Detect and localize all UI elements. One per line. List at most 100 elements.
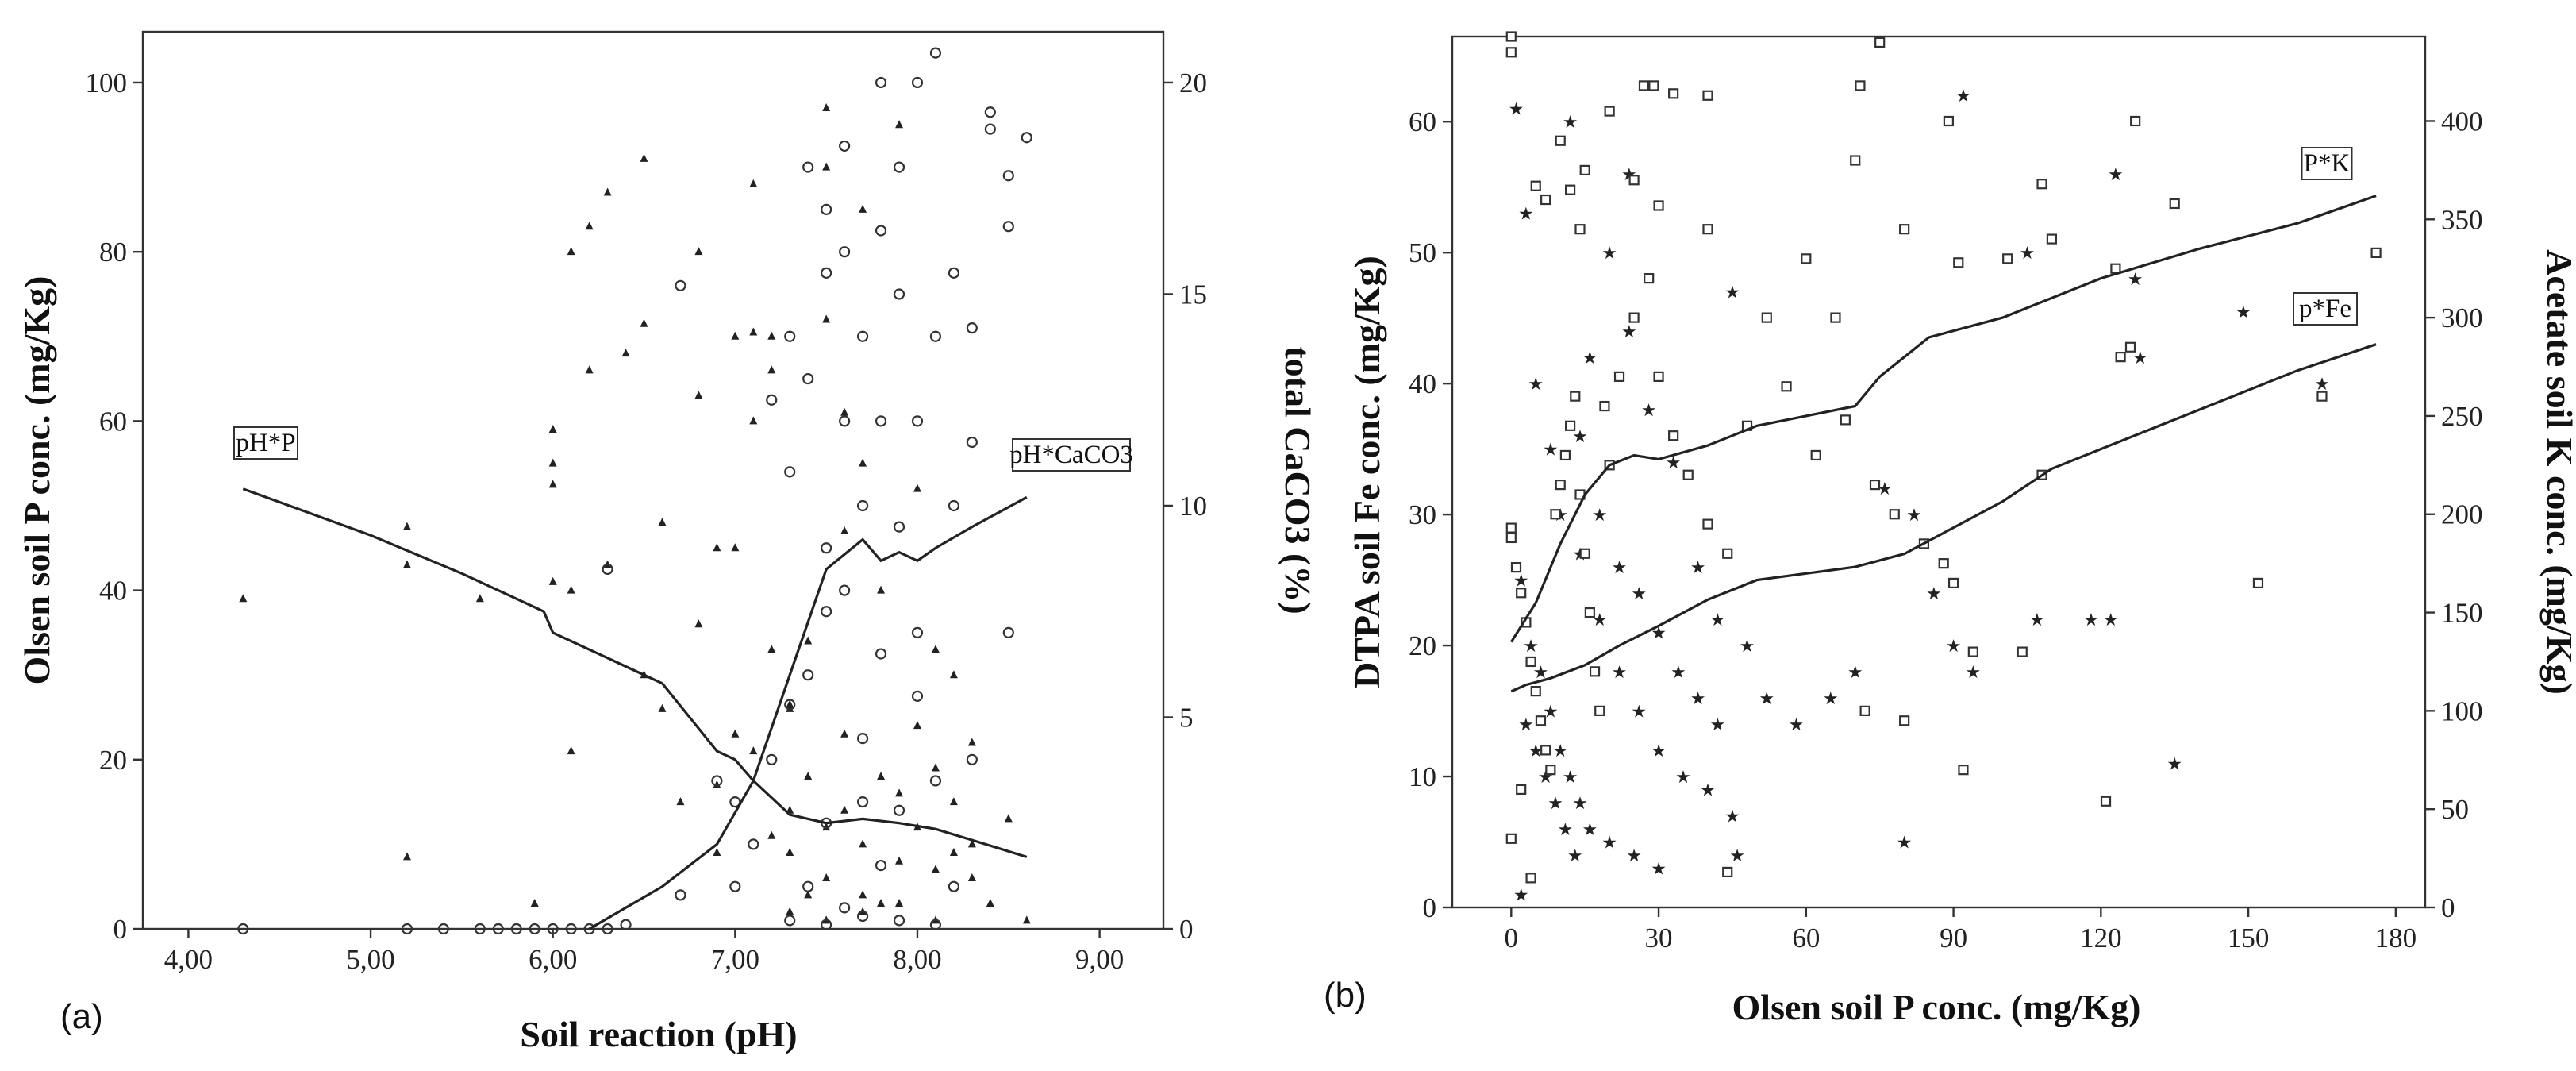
- data-point: [731, 729, 740, 738]
- data-point: [822, 873, 831, 882]
- data-point: ★: [1724, 807, 1740, 827]
- y2-tick-label: 50: [2441, 794, 2469, 825]
- data-point: ★: [2314, 375, 2330, 395]
- fit-line: [242, 487, 1028, 858]
- data-point: [565, 923, 577, 935]
- data-point: [713, 780, 721, 788]
- data-point: ★: [1709, 715, 1725, 735]
- y-tick-label: 100: [86, 67, 128, 98]
- y-tick-label: 60: [99, 406, 127, 437]
- data-point: ★: [1518, 205, 1534, 225]
- data-point: ★: [1671, 663, 1686, 683]
- data-point: ★: [1740, 637, 1755, 657]
- plot-frame: [1451, 35, 2427, 909]
- data-point: [802, 372, 814, 385]
- data-point: [1594, 705, 1605, 716]
- data-point: [694, 247, 703, 256]
- data-point: [1682, 469, 1694, 480]
- data-point: [567, 746, 575, 755]
- data-point: [1002, 626, 1014, 638]
- data-point: ★: [1641, 401, 1657, 421]
- fit-line-label: pH*CaCO3: [1009, 441, 1133, 469]
- data-point: [1653, 200, 1664, 211]
- data-point: [1938, 558, 1949, 569]
- data-point: [402, 852, 411, 861]
- data-point: [1801, 253, 1812, 264]
- data-point: [840, 729, 849, 738]
- data-point: [1653, 371, 1664, 382]
- data-point: [822, 162, 831, 171]
- y-tick-label: 0: [113, 914, 128, 945]
- x-tick-label: 180: [2375, 923, 2417, 953]
- data-point: [967, 873, 976, 882]
- y-axis-title: DTPA soil Fe conc. (mg/Kg): [1347, 256, 1387, 688]
- data-point: [929, 919, 942, 930]
- data-point: ★: [1567, 846, 1583, 866]
- data-point: [239, 594, 248, 603]
- data-point: [856, 499, 869, 512]
- data-point: [749, 179, 758, 187]
- data-point: [984, 106, 996, 118]
- data-point: [1505, 47, 1517, 58]
- data-point: [784, 330, 796, 342]
- data-point: ★: [1823, 689, 1839, 709]
- data-point: ★: [1690, 689, 1706, 709]
- data-point: ★: [1509, 100, 1524, 120]
- data-point: [893, 161, 905, 173]
- data-point: [1565, 184, 1576, 195]
- data-point: ★: [2167, 755, 2182, 775]
- data-point: ★: [1558, 820, 1574, 840]
- x-tick-label: 60: [1792, 923, 1820, 953]
- data-point: [948, 499, 960, 512]
- data-point: [602, 923, 613, 935]
- y-tick-label: 80: [99, 237, 127, 268]
- data-point: [856, 910, 869, 923]
- data-point: [949, 670, 958, 679]
- data-point: [2124, 341, 2136, 353]
- data-point: [694, 391, 703, 399]
- data-point: [911, 626, 924, 638]
- data-point: [1850, 155, 1861, 166]
- x-tick-label: 90: [1940, 923, 1967, 953]
- data-point: [2252, 577, 2264, 589]
- data-point: [1530, 180, 1541, 191]
- data-point: [1967, 646, 1978, 657]
- data-point: ★: [1965, 663, 1981, 683]
- data-point: [839, 584, 851, 596]
- data-point: [1579, 164, 1590, 175]
- data-point: [948, 880, 960, 892]
- data-point: [1722, 548, 1733, 559]
- data-point: ★: [1612, 558, 1628, 578]
- y2-tick-label: 400: [2441, 106, 2483, 137]
- data-point: ★: [1528, 375, 1544, 395]
- data-point: [1947, 577, 1959, 589]
- data-point: [859, 839, 867, 848]
- fit-line-label: p*Fe: [2299, 295, 2351, 323]
- fit-line: [1509, 195, 2377, 643]
- data-point: [1604, 106, 1615, 117]
- data-point: ★: [2029, 611, 2045, 630]
- data-point: [949, 797, 958, 806]
- data-point: [913, 721, 921, 730]
- data-point: ★: [1518, 715, 1534, 735]
- fit-line: [1510, 343, 2377, 693]
- data-point: [1628, 312, 1640, 323]
- data-point: [1702, 518, 1713, 530]
- data-point: [675, 889, 686, 901]
- x-axis-title: Soil reaction (pH): [520, 1014, 797, 1054]
- data-point: [1004, 814, 1013, 823]
- data-point: ★: [1582, 349, 1598, 368]
- data-point: [1869, 479, 1881, 491]
- data-point: [949, 848, 958, 857]
- data-point: [1628, 175, 1640, 186]
- data-point: [966, 436, 978, 449]
- y-tick-label: 20: [1409, 630, 1436, 661]
- data-point: [749, 327, 758, 336]
- fit-line-label: pH*P: [236, 429, 295, 457]
- data-point: [929, 775, 942, 787]
- data-point: [749, 416, 758, 425]
- data-point: [875, 225, 887, 237]
- data-point: [603, 187, 612, 196]
- data-point: [1644, 272, 1655, 284]
- data-point: [548, 576, 557, 585]
